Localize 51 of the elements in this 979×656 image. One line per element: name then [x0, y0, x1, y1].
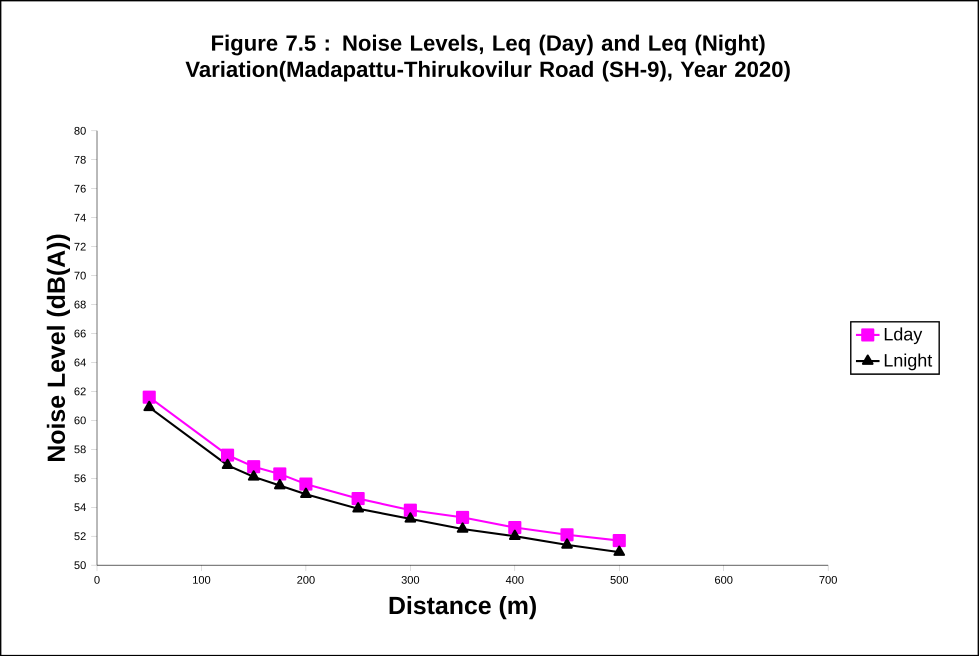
- point: [247, 460, 260, 474]
- y-tick-label: 50: [74, 561, 86, 569]
- x-axis-title: Distance (m): [390, 596, 536, 620]
- point: [456, 510, 470, 524]
- y-tick-label: 68: [74, 300, 86, 308]
- legend-label: Lday: [884, 327, 922, 344]
- y-axis-title: Noise Level (dB(A)): [46, 234, 70, 461]
- point: [560, 528, 574, 542]
- point: [299, 477, 312, 491]
- y-tick-label: 78: [74, 156, 86, 164]
- y-tick-label: 60: [74, 416, 86, 424]
- point: [508, 520, 522, 534]
- y-tick-label: 52: [74, 532, 86, 540]
- x-tick-label: 100: [193, 576, 210, 584]
- point: [612, 534, 626, 547]
- chart-title: Figure 7.5 : Noise Levels, Leq (Day) and Leq (Night) Variation(Madapattu-Thirukovilur Road (SH-9), Year 2020): [186, 34, 790, 82]
- x-tick-label: 300: [402, 576, 420, 584]
- point: [142, 390, 156, 404]
- y-tick-label: 70: [74, 272, 86, 280]
- x-tick-label: 0: [94, 576, 100, 584]
- point: [613, 545, 626, 556]
- point: [273, 467, 286, 480]
- x-tick-label: 700: [819, 576, 837, 584]
- point: [143, 400, 156, 412]
- y-tick-label: 80: [74, 126, 86, 135]
- point: [300, 488, 312, 498]
- point: [274, 478, 286, 490]
- point: [508, 530, 521, 540]
- point: [561, 538, 573, 549]
- point: [248, 470, 260, 481]
- point: [404, 503, 417, 517]
- point: [352, 502, 364, 512]
- y-tick-label: 58: [74, 445, 86, 454]
- y-tick-label: 64: [74, 358, 86, 366]
- y-tick-label: 76: [74, 184, 86, 193]
- x-tick-label: 200: [297, 576, 315, 584]
- x-tick-label: 400: [506, 576, 524, 584]
- y-tick-label: 72: [74, 242, 86, 250]
- point: [222, 458, 234, 469]
- point: [221, 448, 234, 462]
- y-tick-label: 62: [74, 387, 86, 396]
- y-tick-label: 54: [74, 503, 86, 511]
- y-tick-label: 74: [74, 214, 86, 222]
- y-tick-label: 66: [74, 329, 86, 338]
- x-tick-label: 600: [715, 576, 732, 584]
- legend-label: Lnight: [884, 353, 932, 370]
- y-tick-label: 56: [74, 474, 86, 482]
- x-tick-label: 500: [610, 576, 628, 584]
- point: [404, 512, 416, 523]
- point: [352, 492, 365, 505]
- point: [456, 522, 468, 533]
